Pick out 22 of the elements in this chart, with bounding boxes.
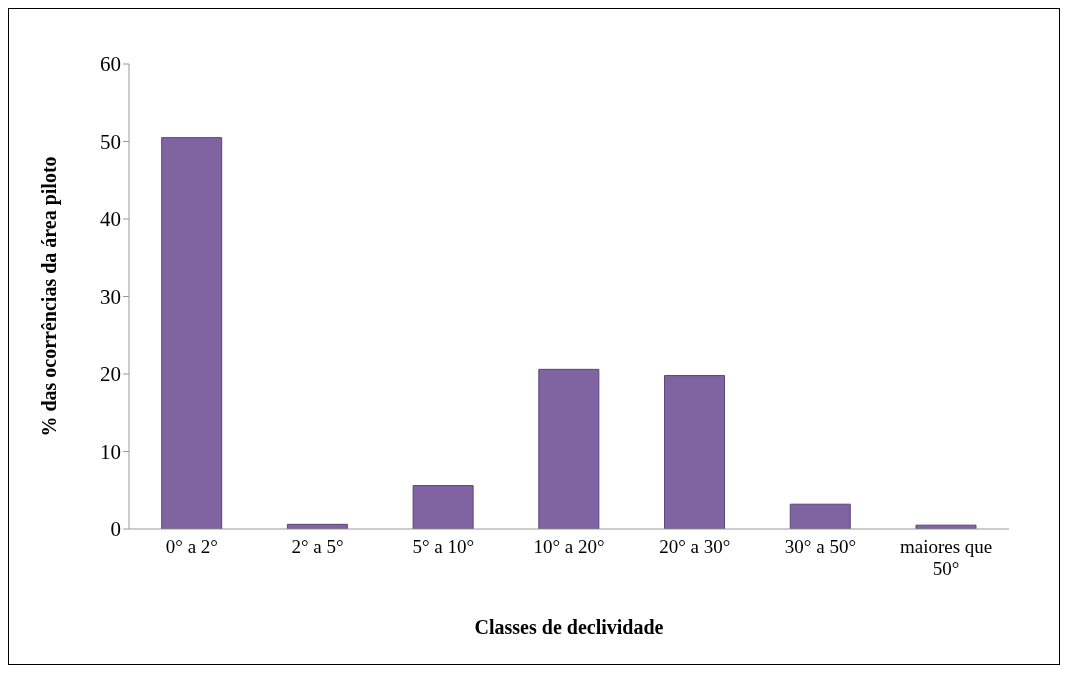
x-tick-label: 2° a 5° — [291, 536, 344, 557]
y-tick-label: 0 — [110, 517, 121, 542]
y-axis-title: % das ocorrências da área piloto — [38, 156, 62, 437]
bar — [538, 368, 600, 529]
x-tick-label: 30° a 50° — [784, 536, 856, 557]
x-tick-label: 5° a 10° — [412, 536, 475, 557]
x-tick-label: maiores que 50° — [899, 536, 993, 579]
y-tick-label: 50 — [100, 129, 121, 154]
x-tick-label: 0° a 2° — [165, 536, 218, 557]
y-tick-label: 10 — [100, 439, 121, 464]
bar — [412, 485, 474, 529]
y-tick-label: 40 — [100, 207, 121, 232]
bar — [664, 375, 726, 529]
bar — [789, 503, 851, 529]
bar — [161, 137, 223, 529]
x-axis-title: Classes de declividade — [474, 616, 664, 638]
x-tick-label: 20° a 30° — [659, 536, 731, 557]
y-tick-label: 20 — [100, 362, 121, 387]
y-tick-label: 60 — [100, 52, 121, 77]
x-tick-label: 10° a 20° — [533, 536, 605, 557]
bar — [915, 524, 977, 529]
y-tick-label: 30 — [100, 284, 121, 309]
